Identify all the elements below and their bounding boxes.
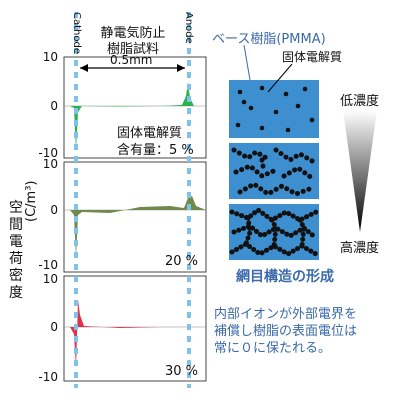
panel-3-tick-top: 10 bbox=[42, 272, 58, 286]
panel-3-label: 30 % bbox=[165, 364, 199, 379]
explanation-line2: 補償し樹脂の表面電位は bbox=[214, 324, 358, 339]
panel-1-frame bbox=[63, 56, 207, 159]
concentration-gradient-wedge bbox=[343, 110, 377, 232]
explanation-line3: 常に０に保たれる。 bbox=[214, 341, 332, 356]
panel-1-label-line2: 含有量：5 % bbox=[117, 143, 194, 158]
base-resin-label: ベース樹脂(PMMA) bbox=[212, 32, 326, 47]
panel-1-label-line1: 固体電解質 bbox=[117, 126, 183, 141]
panel-2-tick-zero: 0 bbox=[50, 203, 58, 217]
panel-1-tick-zero: 0 bbox=[50, 99, 58, 113]
network-chains bbox=[229, 206, 319, 257]
panel-2-curve bbox=[64, 196, 206, 258]
panel-3-tick-zero: 0 bbox=[50, 320, 58, 334]
sparse-dots bbox=[235, 85, 315, 133]
explanation-line1: 内部イオンが外部電界を bbox=[214, 307, 358, 322]
sample-label-line2: 樹脂試料 bbox=[106, 42, 159, 57]
panel-1-tick-bottom: -10 bbox=[38, 146, 58, 160]
panel-3-tick-bottom: -10 bbox=[38, 370, 58, 384]
panel-2-tick-bottom: -10 bbox=[38, 258, 58, 272]
panel-2-tick-top: 10 bbox=[42, 157, 58, 171]
high-concentration-box bbox=[229, 204, 319, 260]
gap-label: 0.5mm bbox=[110, 53, 153, 67]
cathode-label: Cathode bbox=[71, 12, 82, 54]
network-title: 網目構造の形成 bbox=[236, 269, 334, 285]
sample-label-line1: 静電気防止 bbox=[100, 26, 166, 41]
panel-3-curve bbox=[64, 300, 206, 368]
anode-label: Anode bbox=[183, 12, 194, 44]
panel-2-label: 20 % bbox=[165, 254, 199, 269]
panel-2-frame bbox=[63, 161, 207, 273]
high-concentration-label: 高濃度 bbox=[340, 241, 380, 256]
panel-1-tick-top: 10 bbox=[42, 50, 58, 64]
low-concentration-label: 低濃度 bbox=[340, 94, 380, 109]
y-axis-label: 空間電荷密度 bbox=[9, 200, 23, 301]
electrolyte-pointer bbox=[267, 63, 293, 93]
short-chains bbox=[231, 147, 317, 197]
base-resin-pointer bbox=[243, 44, 251, 81]
panel-3-frame bbox=[63, 275, 207, 382]
solid-electrolyte-label: 固体電解質 bbox=[282, 50, 343, 64]
